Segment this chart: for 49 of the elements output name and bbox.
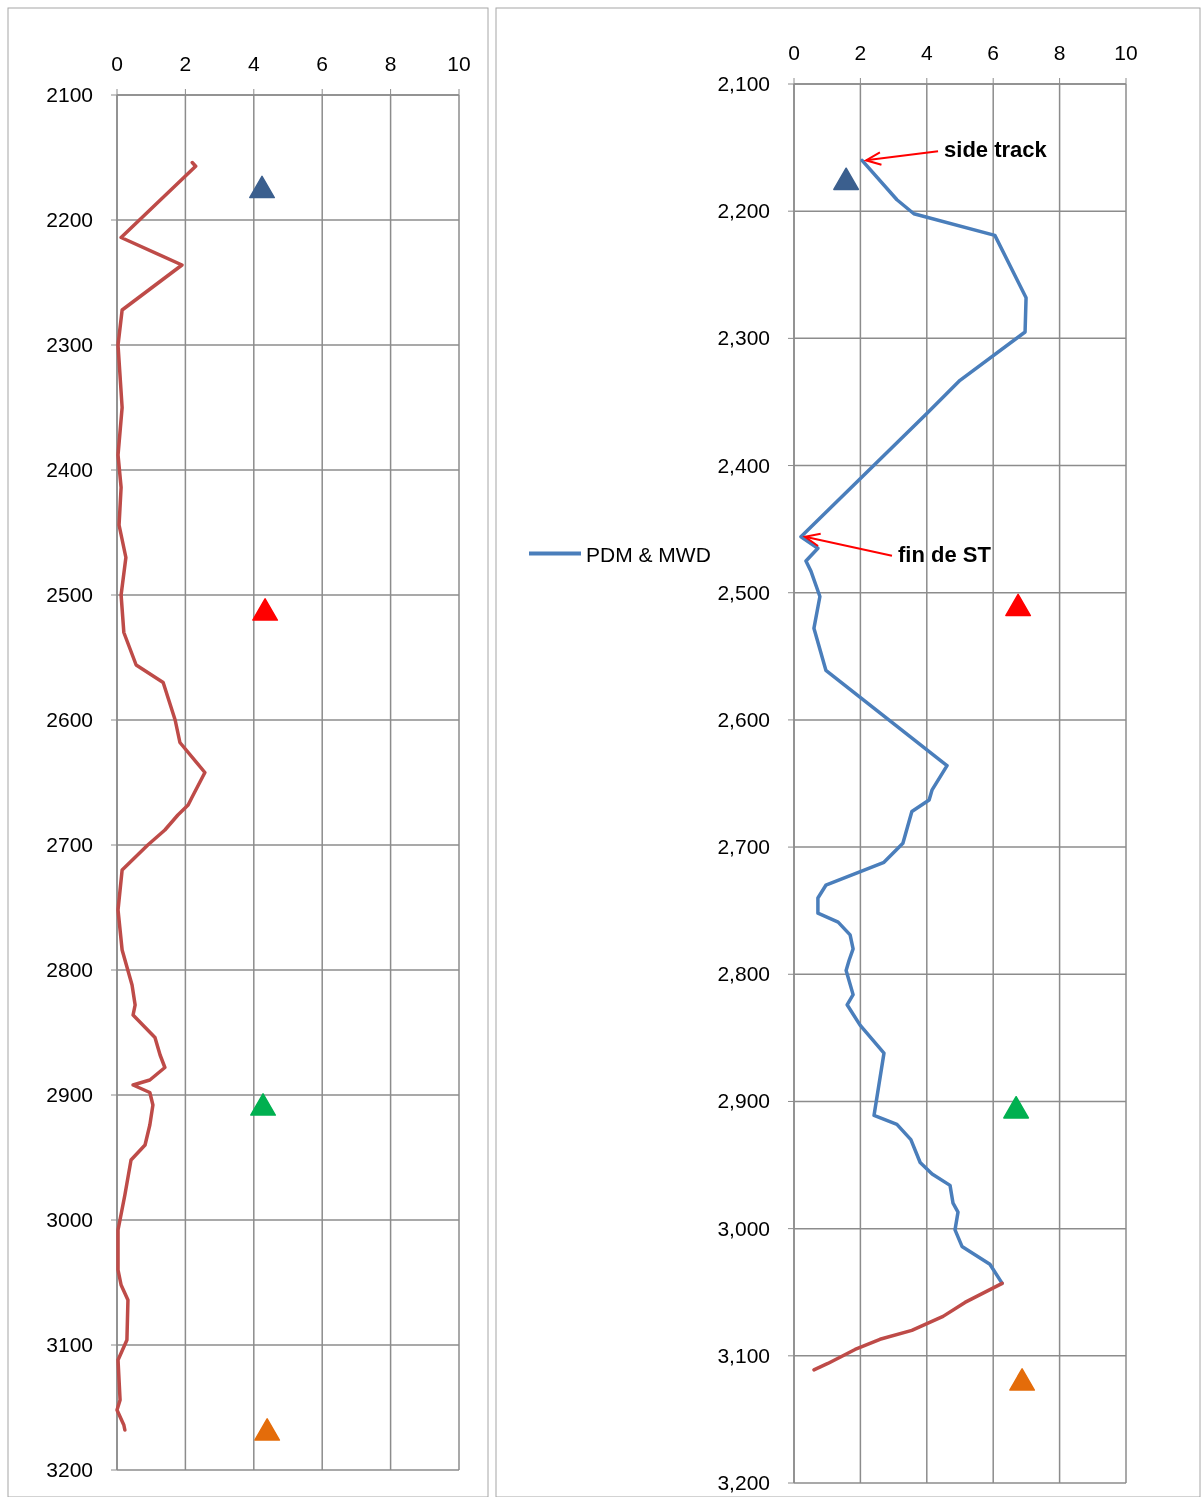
y-tick-label: 2,600 [717, 707, 770, 731]
x-tick-label: 6 [316, 52, 329, 75]
point [1003, 1095, 1030, 1119]
x-tick-label: 2 [179, 52, 192, 75]
point [1005, 593, 1032, 617]
x-tick-label: 6 [987, 41, 1000, 64]
y-tick-label: 2,500 [717, 580, 770, 604]
y-tick-label: 3200 [46, 1458, 93, 1481]
y-tick-label: 3,200 [717, 1471, 770, 1494]
point [250, 1093, 277, 1116]
y-tick-label: 3000 [46, 1208, 93, 1231]
x-tick-label: 4 [247, 52, 260, 75]
y-tick-label: 2,300 [717, 326, 770, 350]
y-tick-label: 3,100 [717, 1343, 770, 1367]
y-tick-label: 2,700 [717, 835, 770, 859]
x-tick-label: 0 [111, 52, 123, 75]
point [1009, 1368, 1036, 1391]
y-tick-label: 2700 [46, 833, 93, 856]
annotation: fin de ST [897, 541, 992, 567]
y-tick-label: 2500 [46, 583, 93, 606]
annotation: side track [944, 137, 1048, 163]
x-tick-label: 8 [384, 52, 397, 75]
y-tick-label: 2,400 [717, 453, 770, 477]
y-tick-label: 2900 [46, 1083, 93, 1106]
y-tick-label: 2300 [46, 333, 93, 356]
y-tick-label: 3100 [46, 1333, 93, 1356]
x-tick-label: 2 [854, 41, 867, 64]
y-tick-label: 2,100 [717, 72, 770, 95]
y-tick-label: 2,200 [717, 199, 770, 223]
x-tick-label: 10 [1114, 41, 1138, 64]
y-tick-label: 3,000 [717, 1216, 770, 1240]
y-tick-label: 2,900 [717, 1089, 770, 1113]
point [833, 167, 860, 191]
point [249, 175, 276, 199]
y-tick-label: 2600 [46, 708, 93, 731]
line-series [812, 1281, 1004, 1372]
y-tick-label: 2,800 [717, 962, 770, 986]
x-tick-label: 8 [1053, 41, 1066, 64]
y-tick-label: 2100 [46, 83, 93, 106]
y-tick-label: 2800 [46, 958, 93, 981]
point [252, 598, 279, 621]
legend-label: PDM & MWD [586, 542, 711, 566]
x-tick-label: 0 [788, 41, 800, 64]
x-tick-label: 4 [920, 41, 933, 64]
line-series [115, 160, 207, 1432]
point [254, 1418, 281, 1441]
y-tick-label: 2200 [46, 208, 93, 231]
x-tick-label: 10 [447, 52, 471, 75]
y-tick-label: 2400 [46, 458, 93, 481]
